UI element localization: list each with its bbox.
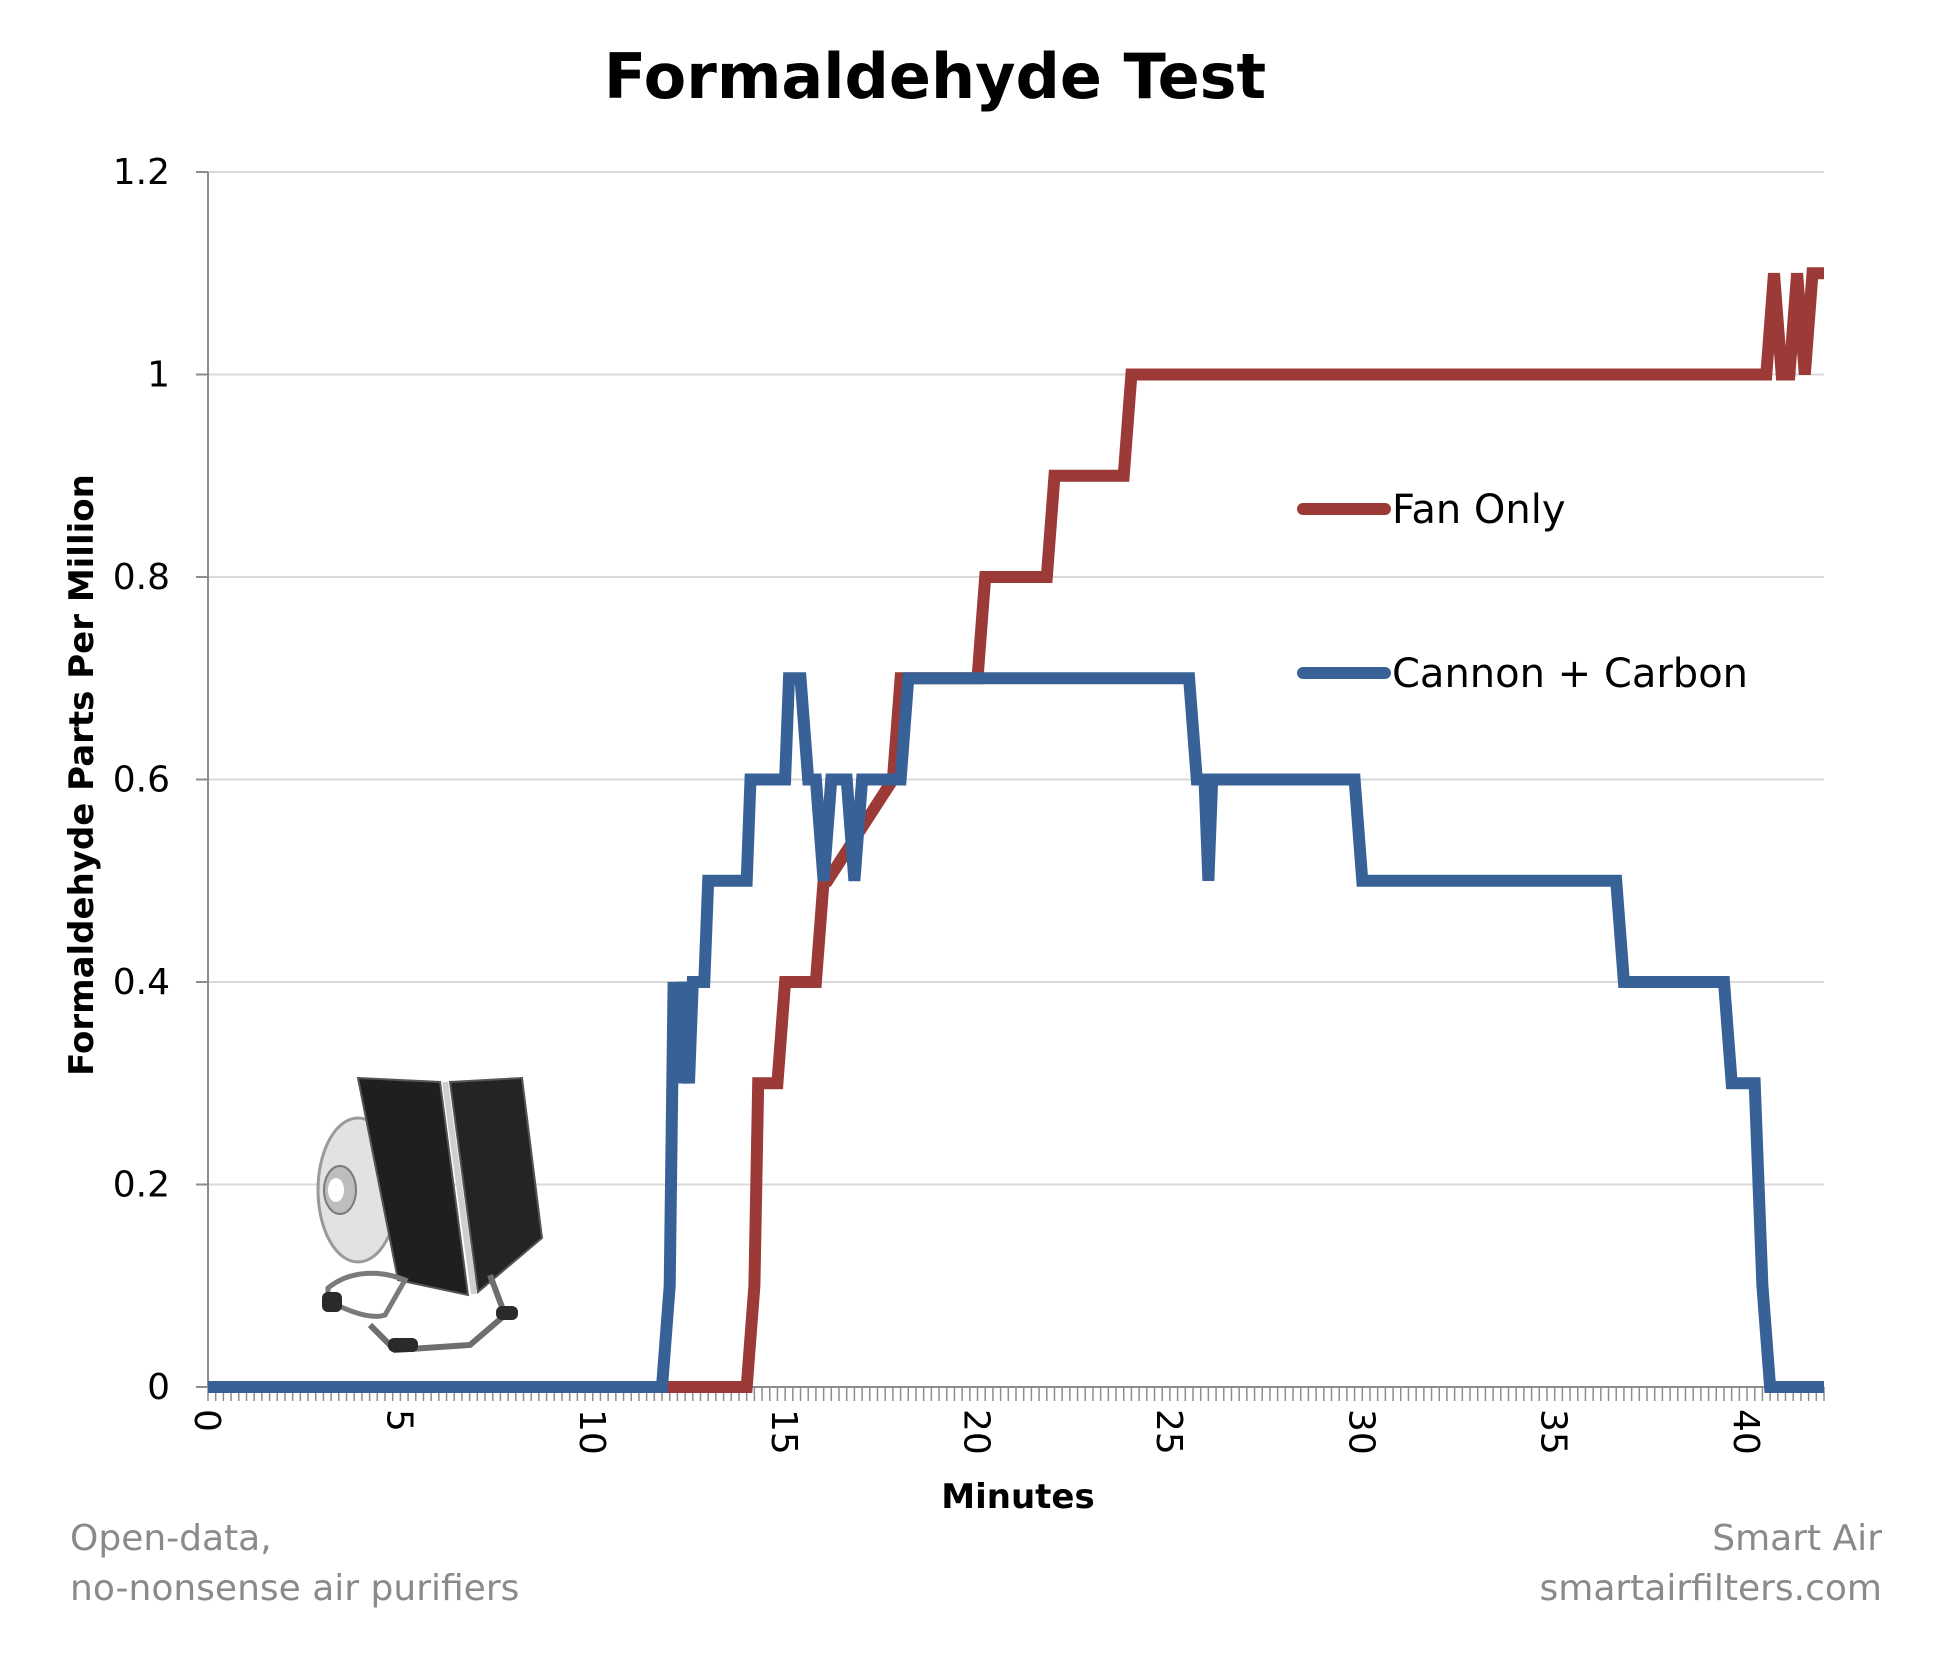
- footer-right-line2: smartairfilters.com: [1540, 1568, 1883, 1609]
- y-tick-label: 0.8: [113, 557, 170, 598]
- x-axis-title: Minutes: [941, 1477, 1094, 1517]
- x-tick-label: 0: [186, 1409, 227, 1432]
- legend: Fan Only Cannon + Carbon: [1297, 487, 1748, 697]
- y-tick-label: 0.6: [113, 760, 170, 801]
- series-lines: [208, 267, 1824, 1393]
- series-line-cannon-carbon: [208, 672, 1824, 1393]
- y-axis-title: Formaldehyde Parts Per Million: [62, 474, 102, 1076]
- x-tick-label: 25: [1148, 1409, 1189, 1455]
- legend-label-fan-only: Fan Only: [1392, 487, 1566, 533]
- x-tick-label: 30: [1340, 1409, 1381, 1455]
- x-tick-labels: 0 5 10 15 20 25 30 35 40: [186, 1409, 1766, 1455]
- legend-label-cannon-carbon: Cannon + Carbon: [1392, 651, 1748, 697]
- y-tick-label: 0.4: [113, 962, 170, 1003]
- y-tick-label: 0: [147, 1367, 170, 1408]
- x-tick-label: 10: [571, 1409, 612, 1455]
- footer-left-line2: no-nonsense air purifiers: [70, 1568, 519, 1609]
- gridlines: [208, 171, 1824, 1186]
- axes: [196, 171, 1825, 1401]
- air-purifier-icon: [316, 1076, 544, 1354]
- x-tick-label: 40: [1725, 1409, 1766, 1455]
- chart-title: Formaldehyde Test: [604, 40, 1266, 113]
- y-tick-label: 1: [147, 355, 170, 396]
- x-tick-label: 5: [378, 1409, 419, 1432]
- y-tick-labels: 0 0.2 0.4 0.6 0.8 1 1.2: [113, 152, 170, 1408]
- y-tick-label: 0.2: [113, 1165, 170, 1206]
- series-line-fan-only: [208, 267, 1824, 1393]
- y-tick-label: 1.2: [113, 152, 170, 193]
- footer-left-line1: Open-data,: [70, 1518, 272, 1559]
- x-tick-label: 20: [956, 1409, 997, 1455]
- x-tick-label: 15: [763, 1409, 804, 1455]
- x-tick-label: 35: [1533, 1409, 1574, 1455]
- footer-right-line1: Smart Air: [1712, 1518, 1882, 1559]
